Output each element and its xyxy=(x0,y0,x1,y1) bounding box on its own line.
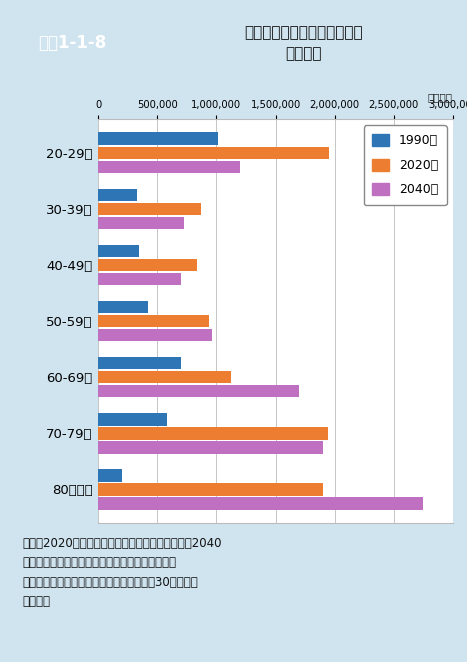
Bar xyxy=(98,203,201,215)
Text: 年齢階級別単独世帯数の推移
（女性）: 年齢階級別単独世帯数の推移 （女性） xyxy=(244,25,363,61)
Bar xyxy=(98,483,323,496)
Bar xyxy=(98,259,198,271)
Bar xyxy=(98,216,184,229)
Bar xyxy=(98,497,424,510)
Bar xyxy=(98,160,240,173)
Bar xyxy=(98,385,299,397)
Bar xyxy=(98,245,140,258)
Bar xyxy=(98,427,327,440)
Bar xyxy=(98,314,209,328)
Bar xyxy=(98,273,181,285)
Text: 資料：2020年までは総務省統計局「国勢調査」、2040
年推計値は国立社会保障・人口問題研究所「日本
の世帯数の将来推計（全国推計）」（平成30年推計）
によ: 資料：2020年までは総務省統計局「国勢調査」、2040 年推計値は国立社会保障… xyxy=(23,537,222,608)
Text: （世帯）: （世帯） xyxy=(428,93,453,103)
Bar xyxy=(98,189,137,201)
Bar xyxy=(98,441,323,453)
Bar xyxy=(98,357,181,369)
Bar xyxy=(98,329,212,342)
Bar xyxy=(98,469,122,482)
Bar xyxy=(98,146,329,159)
Bar xyxy=(98,132,218,145)
Bar xyxy=(98,301,148,313)
Bar xyxy=(98,413,167,426)
Text: 図表1-1-8: 図表1-1-8 xyxy=(38,34,106,52)
Bar xyxy=(98,371,231,383)
Legend: 1990年, 2020年, 2040年: 1990年, 2020年, 2040年 xyxy=(364,125,447,205)
